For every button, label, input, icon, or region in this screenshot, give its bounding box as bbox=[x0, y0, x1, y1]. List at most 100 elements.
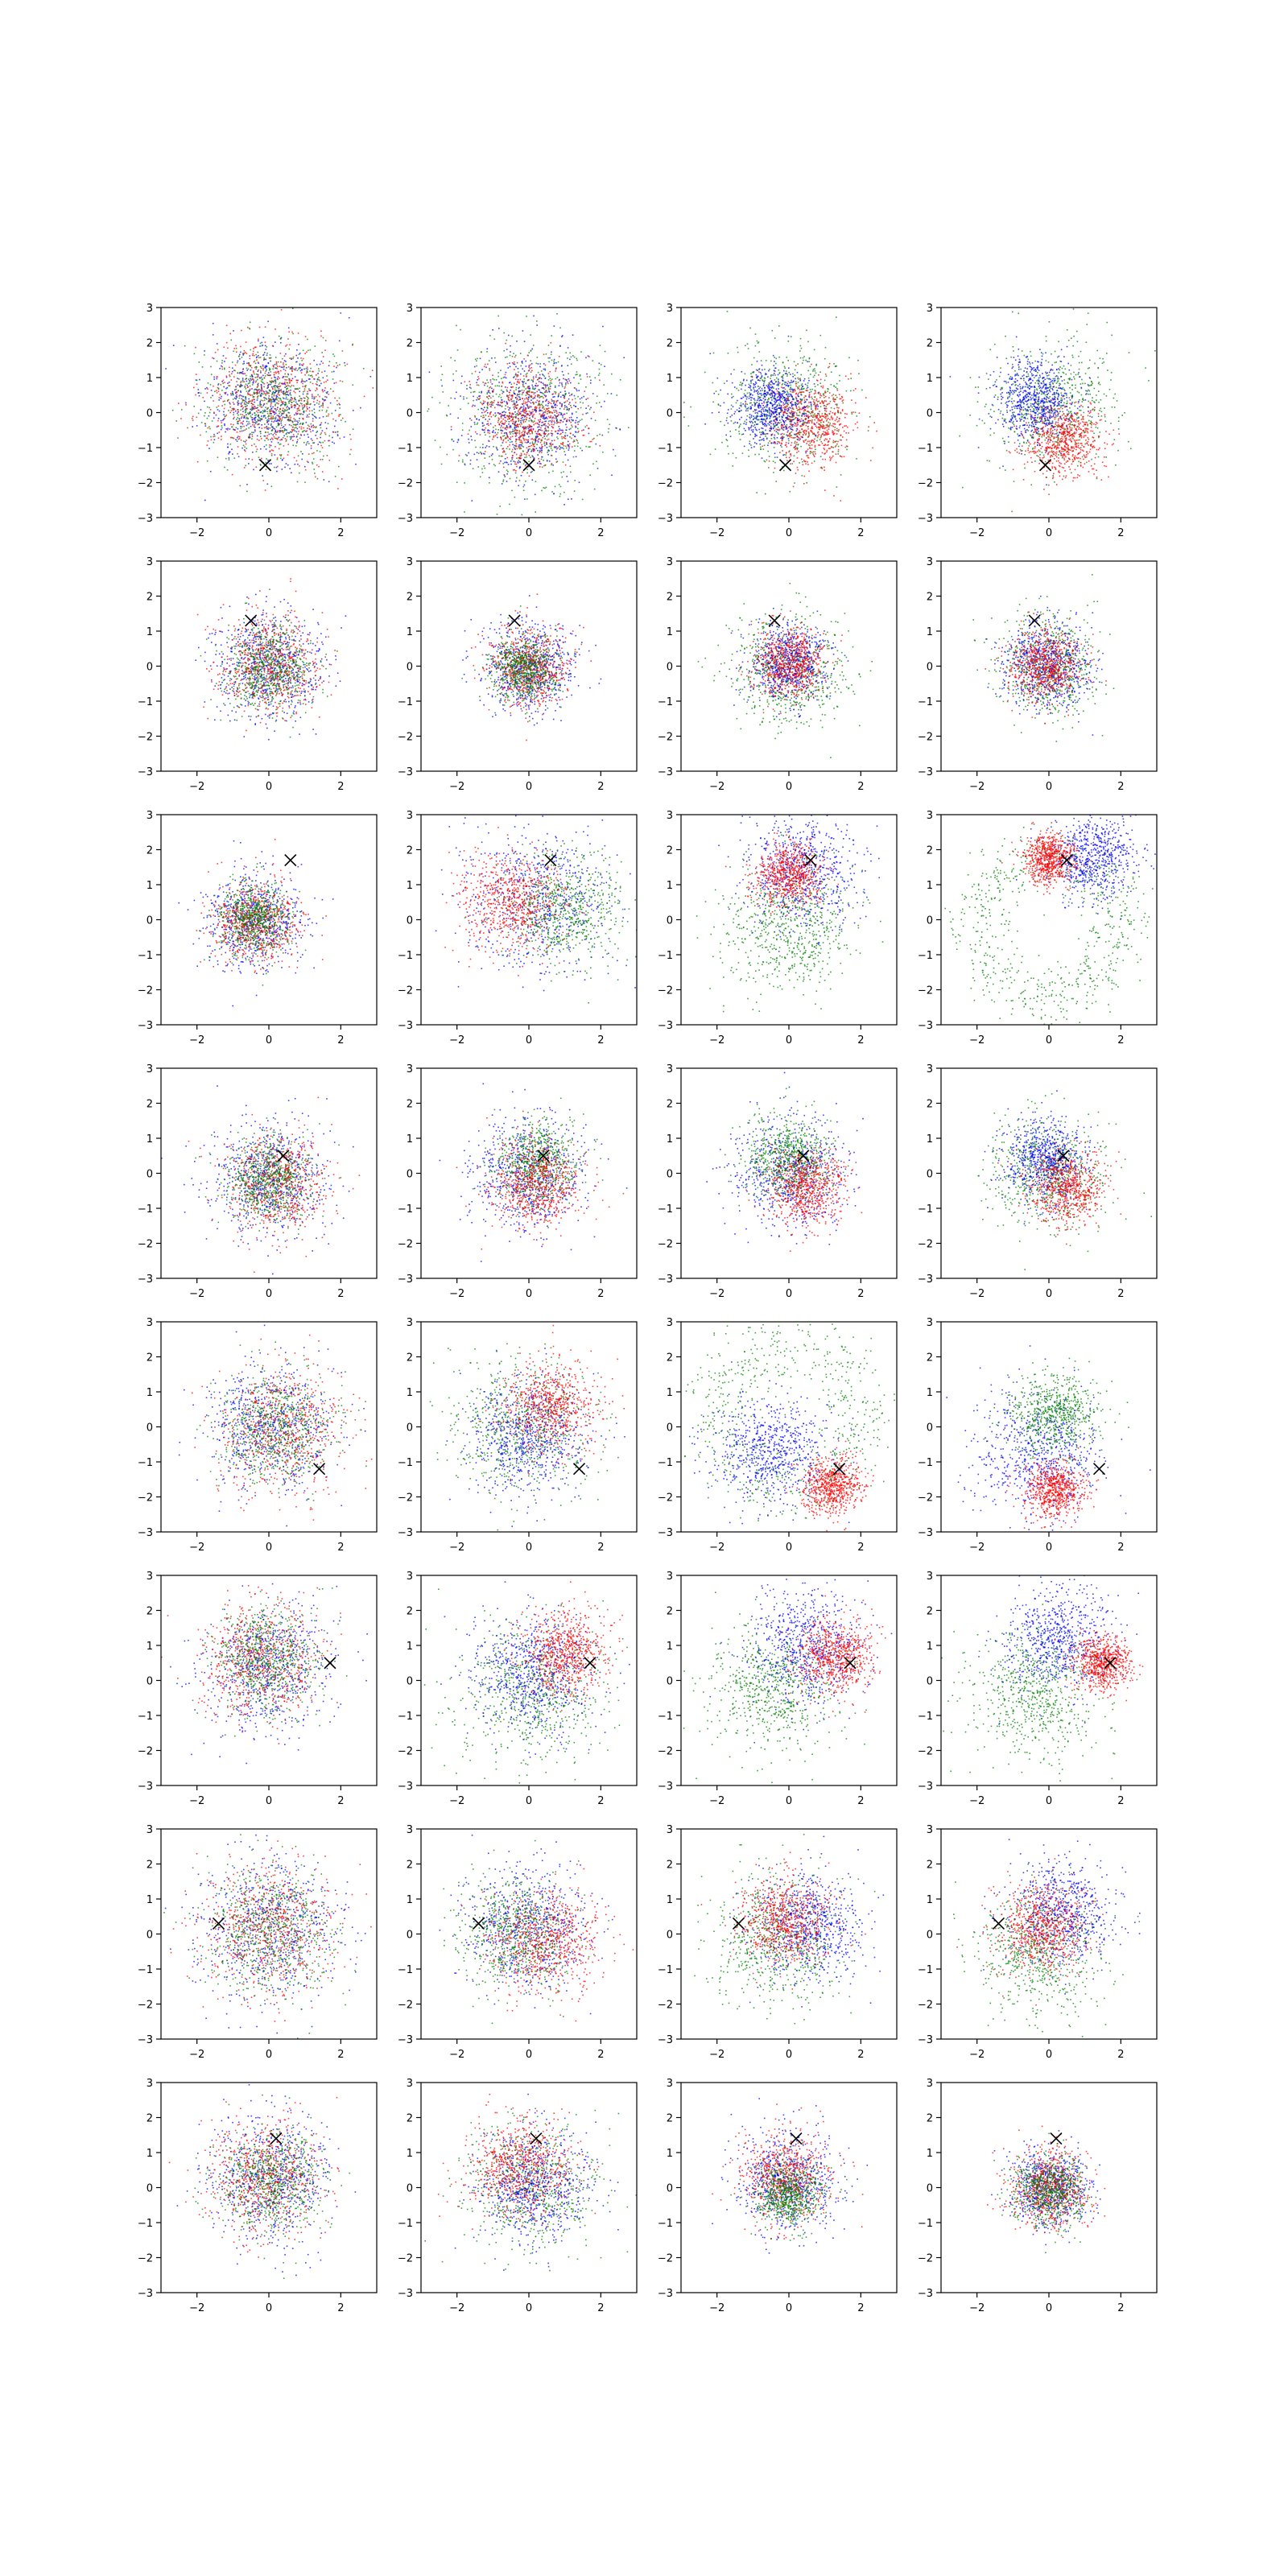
point bbox=[228, 385, 229, 386]
point bbox=[815, 370, 816, 372]
point bbox=[460, 395, 461, 397]
point bbox=[551, 423, 553, 425]
point bbox=[498, 412, 500, 414]
point bbox=[524, 434, 526, 436]
point bbox=[537, 427, 539, 428]
point bbox=[563, 414, 564, 415]
point bbox=[530, 414, 532, 415]
point bbox=[799, 378, 801, 379]
point bbox=[588, 356, 590, 357]
point bbox=[296, 355, 298, 357]
point bbox=[267, 375, 269, 377]
point bbox=[547, 405, 549, 407]
point bbox=[465, 454, 467, 456]
point bbox=[253, 381, 254, 382]
point bbox=[814, 403, 815, 405]
point bbox=[559, 345, 561, 347]
point bbox=[254, 419, 255, 420]
point bbox=[475, 447, 477, 448]
point bbox=[544, 438, 546, 440]
point bbox=[345, 365, 346, 366]
point bbox=[838, 446, 840, 448]
point bbox=[576, 420, 577, 422]
point bbox=[522, 451, 524, 452]
point bbox=[229, 382, 230, 383]
point bbox=[683, 402, 685, 403]
y-tick-label: −1 bbox=[138, 443, 153, 455]
point bbox=[256, 359, 258, 361]
point bbox=[788, 435, 790, 436]
point bbox=[320, 424, 321, 426]
point bbox=[790, 387, 791, 389]
point bbox=[262, 475, 263, 477]
point bbox=[520, 365, 522, 367]
point bbox=[270, 423, 272, 425]
point bbox=[509, 415, 510, 416]
point bbox=[296, 431, 298, 433]
point bbox=[782, 374, 784, 376]
point bbox=[521, 454, 522, 456]
point bbox=[581, 397, 583, 398]
point bbox=[301, 372, 303, 374]
point bbox=[295, 427, 297, 428]
point bbox=[547, 413, 548, 415]
point bbox=[560, 414, 562, 415]
point bbox=[328, 436, 330, 437]
point bbox=[552, 394, 554, 395]
point bbox=[533, 378, 535, 380]
point bbox=[299, 427, 300, 428]
point bbox=[502, 393, 503, 394]
point bbox=[551, 448, 552, 449]
point bbox=[832, 447, 834, 448]
point bbox=[564, 405, 566, 407]
point bbox=[807, 382, 809, 384]
point bbox=[516, 457, 518, 459]
point bbox=[316, 450, 318, 452]
point bbox=[340, 414, 341, 415]
point bbox=[550, 444, 551, 446]
point bbox=[740, 382, 741, 383]
point bbox=[815, 365, 817, 366]
point bbox=[815, 415, 816, 416]
point bbox=[253, 348, 254, 349]
point bbox=[206, 431, 208, 433]
point bbox=[265, 489, 266, 491]
point bbox=[323, 356, 324, 357]
point bbox=[330, 402, 332, 404]
point bbox=[488, 424, 489, 426]
point bbox=[480, 452, 481, 453]
point bbox=[523, 358, 525, 360]
point bbox=[594, 489, 596, 490]
point bbox=[769, 369, 770, 370]
point bbox=[486, 351, 488, 353]
point bbox=[786, 357, 788, 358]
point bbox=[258, 392, 260, 394]
point bbox=[282, 402, 283, 403]
point bbox=[492, 453, 493, 455]
point bbox=[502, 463, 504, 464]
point bbox=[526, 417, 528, 419]
x-tick-label: −2 bbox=[189, 527, 204, 539]
point bbox=[232, 453, 233, 455]
point bbox=[815, 364, 817, 365]
point bbox=[250, 322, 251, 324]
point bbox=[287, 391, 289, 393]
point bbox=[287, 376, 288, 378]
point bbox=[811, 407, 812, 408]
point bbox=[251, 406, 253, 407]
point bbox=[511, 394, 513, 396]
point bbox=[508, 409, 510, 411]
point bbox=[514, 431, 515, 432]
point bbox=[337, 488, 339, 489]
point bbox=[549, 411, 551, 413]
point bbox=[464, 511, 465, 513]
point bbox=[836, 453, 837, 455]
point bbox=[539, 363, 541, 365]
point bbox=[506, 340, 508, 341]
point bbox=[471, 419, 473, 421]
point bbox=[494, 465, 496, 467]
point bbox=[285, 438, 287, 440]
point bbox=[604, 401, 605, 402]
point bbox=[602, 435, 604, 436]
point bbox=[300, 451, 302, 452]
